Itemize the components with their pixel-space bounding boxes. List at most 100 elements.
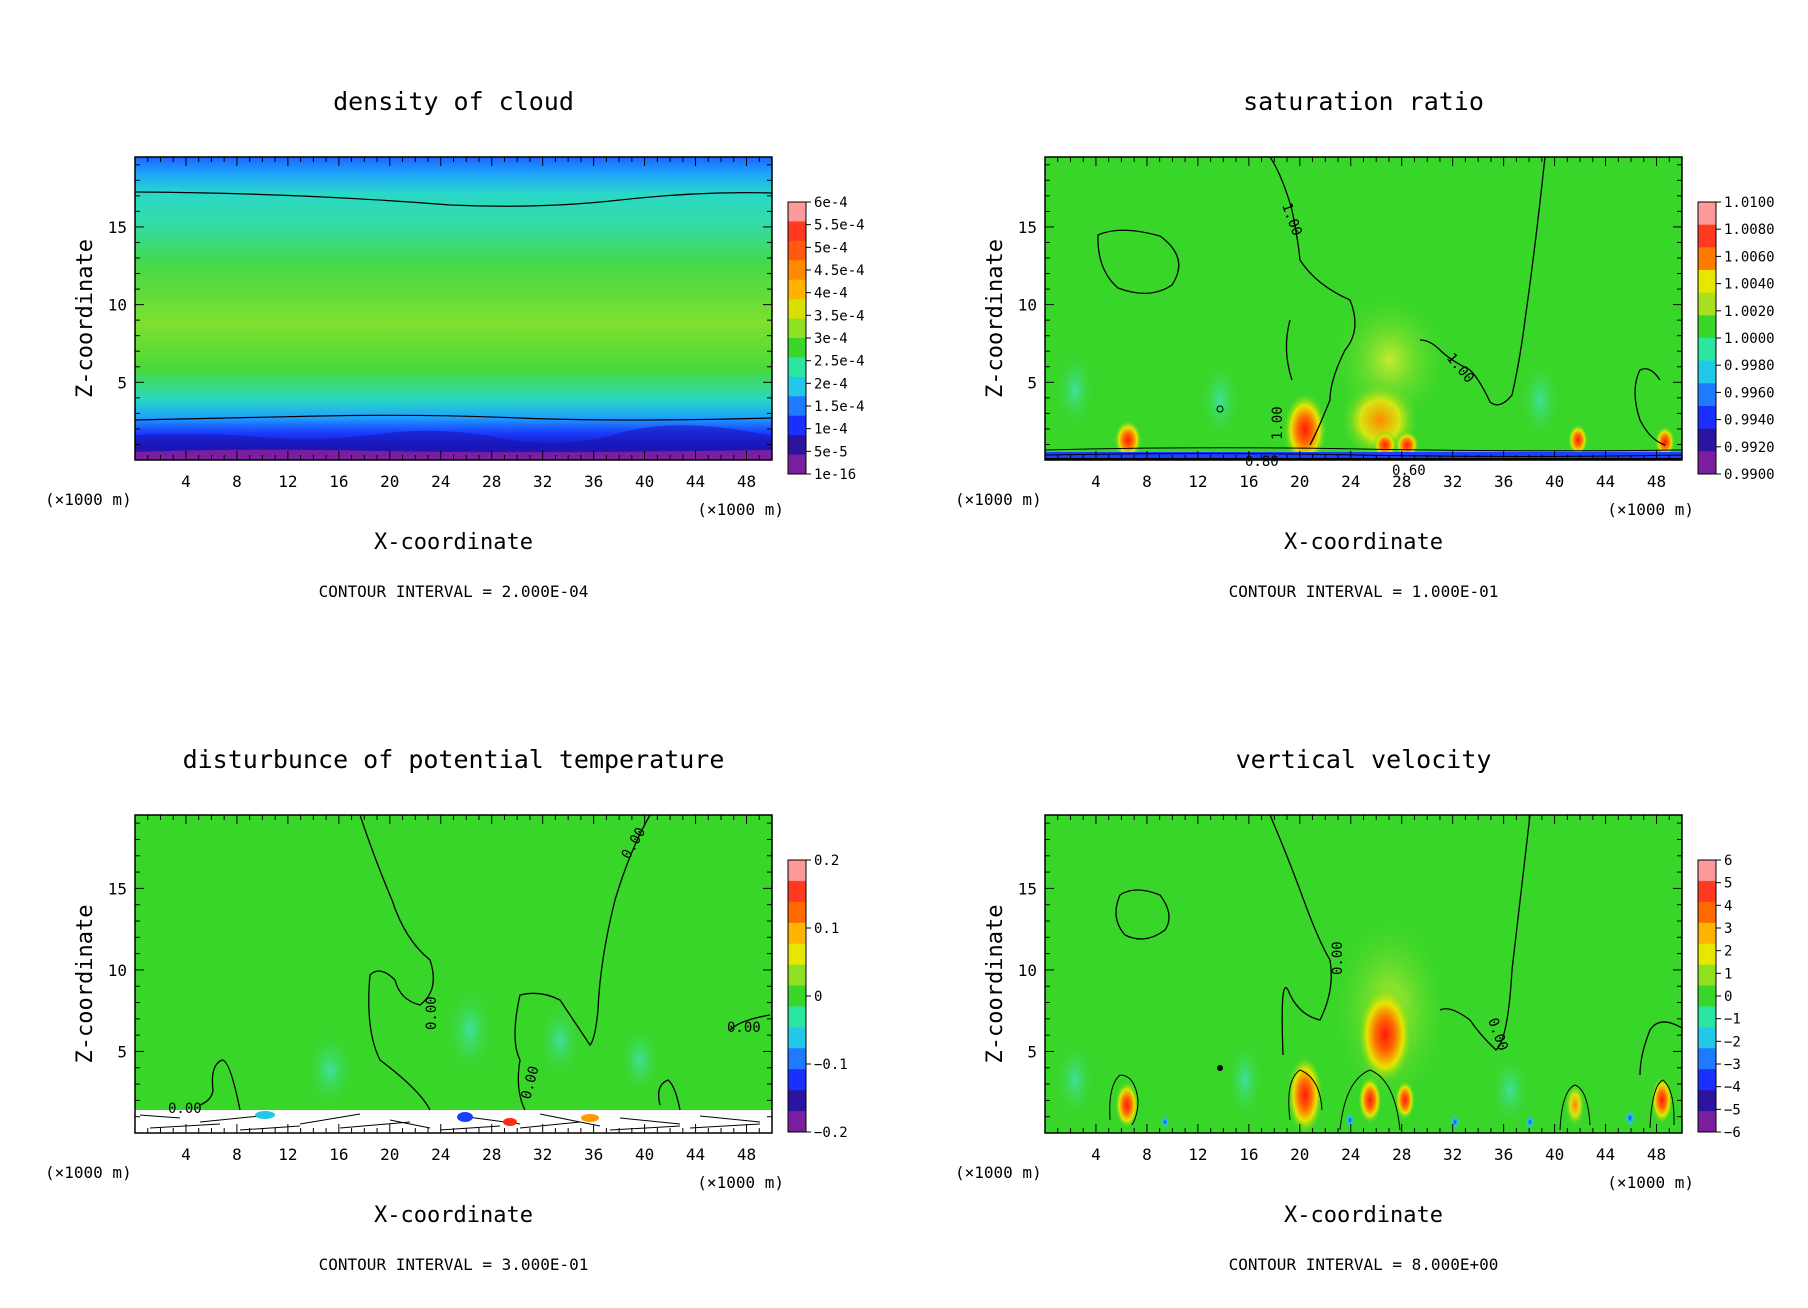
colorbar-swatch — [788, 435, 806, 456]
x-tick-label: 44 — [686, 472, 705, 491]
x-tick-label: 36 — [584, 472, 603, 491]
colorbar-label: 1e-4 — [814, 422, 848, 438]
x-tick-label: 40 — [1545, 472, 1564, 491]
x-axis-label: X-coordinate — [374, 1203, 533, 1228]
x-tick-label: 28 — [482, 472, 501, 491]
colorbar-swatch — [788, 860, 806, 882]
colorbar-swatch — [788, 964, 806, 987]
x-tick-label: 44 — [686, 1145, 705, 1164]
colorbar-label: 2e-4 — [814, 376, 848, 392]
x-tick-label: 28 — [482, 1145, 501, 1164]
colorbar-label: 0 — [1724, 989, 1732, 1005]
colorbar-swatch — [1698, 922, 1716, 945]
colorbar-swatch — [1698, 1027, 1716, 1049]
x-tick-label: 48 — [737, 1145, 756, 1164]
contour-label: 0.60 — [1392, 463, 1426, 479]
x-tick-label: 48 — [1647, 1145, 1666, 1164]
x-tick-label: 20 — [380, 1145, 399, 1164]
x-tick-label: 4 — [1091, 472, 1101, 491]
colorbar-swatch — [1698, 1069, 1716, 1091]
contour-label: 0.00 — [727, 1020, 761, 1036]
colorbar-swatch — [788, 1090, 806, 1112]
colorbar-label: 1.5e-4 — [814, 399, 865, 415]
x-tick-label: 40 — [635, 472, 654, 491]
x-tick-label: 16 — [1239, 472, 1258, 491]
y-axis-label: Z-coordinate — [983, 239, 1008, 398]
colorbar-swatch — [788, 1069, 806, 1091]
y-tick-label: 5 — [1027, 1042, 1037, 1061]
colorbar-swatch — [1698, 880, 1716, 903]
colorbar-label: 0 — [814, 989, 822, 1005]
contour-interval: CONTOUR INTERVAL = 8.000E+00 — [1229, 1255, 1499, 1274]
x-tick-label: 40 — [635, 1145, 654, 1164]
colorbar-label: 3.5e-4 — [814, 308, 865, 324]
y-tick-label: 5 — [117, 1042, 127, 1061]
y-tick-label: 10 — [108, 296, 127, 315]
contour-interval: CONTOUR INTERVAL = 3.000E-01 — [319, 1255, 589, 1274]
colorbar-swatch — [1698, 270, 1716, 294]
x-unit-label-left: (×1000 m) — [955, 490, 1042, 509]
colorbar-label: 1e-16 — [814, 467, 856, 483]
chart-title: disturbunce of potential temperature — [183, 745, 725, 774]
colorbar: 6 5 4 3 2 1 0 −1 −2 −3 −4 −5 −6 — [1697, 853, 1741, 1141]
x-tick-label: 32 — [1443, 472, 1462, 491]
contour-interval: CONTOUR INTERVAL = 1.000E-01 — [1229, 582, 1499, 601]
colorbar-label: 0.2 — [814, 853, 839, 869]
y-axis-label: Z-coordinate — [73, 239, 98, 398]
velocity-field — [1045, 815, 1682, 1133]
x-tick-label: 28 — [1392, 472, 1411, 491]
chart-title: density of cloud — [333, 87, 574, 116]
colorbar-swatch — [788, 376, 806, 397]
colorbar-label: −1 — [1724, 1012, 1741, 1028]
colorbar-label: −6 — [1724, 1125, 1741, 1141]
colorbar-swatch — [788, 985, 806, 1007]
colorbar: 6e-4 5.5e-4 5e-4 4.5e-4 4e-4 3.5e-4 3e-4 2.5e-4… — [787, 195, 865, 483]
colorbar: 0.2 0.1 0 −0.1 −0.2 — [787, 853, 848, 1141]
colorbar-label: 4.5e-4 — [814, 263, 865, 279]
x-tick-label: 16 — [329, 472, 348, 491]
colorbar-label: −3 — [1724, 1057, 1741, 1073]
x-axis-label: X-coordinate — [1284, 530, 1443, 555]
colorbar-swatch — [788, 240, 806, 261]
colorbar-swatch — [788, 1027, 806, 1049]
colorbar-label: 1.0100 — [1724, 195, 1775, 211]
colorbar-swatch — [1698, 451, 1716, 475]
colorbar-swatch — [788, 943, 806, 966]
contour-label: 0.00 — [1330, 941, 1346, 975]
contour-label: 0.00 — [168, 1101, 202, 1117]
x-tick-label: 12 — [1188, 472, 1207, 491]
colorbar-swatch — [788, 318, 806, 339]
x-tick-label: 36 — [1494, 1145, 1513, 1164]
colorbar-label: 1.0080 — [1724, 222, 1775, 238]
colorbar-swatch — [1698, 428, 1716, 452]
x-tick-label: 44 — [1596, 472, 1615, 491]
colorbar-label: 0.9920 — [1724, 440, 1775, 456]
x-tick-label: 12 — [278, 1145, 297, 1164]
colorbar-label: 5e-5 — [814, 444, 848, 460]
x-unit-label-right: (×1000 m) — [697, 1173, 784, 1192]
colorbar-label: 6e-4 — [814, 195, 848, 211]
colorbar-label: 3e-4 — [814, 331, 848, 347]
x-tick-label: 8 — [232, 472, 242, 491]
x-tick-label: 40 — [1545, 1145, 1564, 1164]
y-axis-label: Z-coordinate — [983, 905, 1008, 1064]
colorbar-swatch — [788, 202, 806, 222]
colorbar-label: −0.1 — [814, 1057, 848, 1073]
x-tick-label: 36 — [584, 1145, 603, 1164]
contour-interval: CONTOUR INTERVAL = 2.000E-04 — [319, 582, 589, 601]
colorbar-label: 0.9940 — [1724, 413, 1775, 429]
cloud-density-field — [135, 157, 772, 460]
colorbar-label: 3 — [1724, 921, 1732, 937]
colorbar-label: 5.5e-4 — [814, 218, 865, 234]
contour-label: 0.80 — [1245, 454, 1279, 470]
colorbar-label: 1.0060 — [1724, 249, 1775, 265]
x-unit-label-right: (×1000 m) — [1607, 500, 1694, 519]
colorbar-swatch — [788, 454, 806, 475]
x-unit-label-left: (×1000 m) — [45, 1163, 132, 1182]
colorbar-label: −0.2 — [814, 1125, 848, 1141]
colorbar-swatch — [1698, 860, 1716, 882]
